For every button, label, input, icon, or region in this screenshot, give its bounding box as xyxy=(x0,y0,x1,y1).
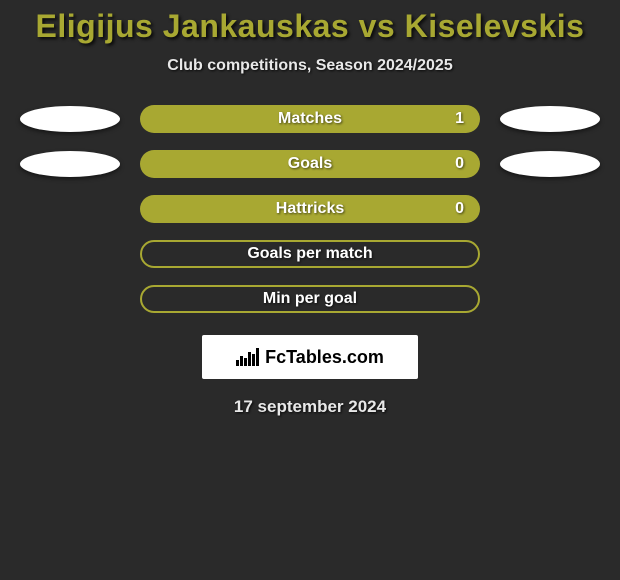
stat-value: 0 xyxy=(455,200,464,218)
stat-label: Hattricks xyxy=(276,200,344,218)
logo: FcTables.com xyxy=(236,347,384,368)
stat-row: Goals per match xyxy=(0,240,620,268)
comparison-subtitle: Club competitions, Season 2024/2025 xyxy=(0,57,620,75)
stat-label: Goals per match xyxy=(247,245,372,263)
stats-list: Matches 1 Goals 0 Hattricks 0 Goals per match M… xyxy=(0,105,620,313)
stat-row: Min per goal xyxy=(0,285,620,313)
comparison-infographic: Eligijus Jankauskas vs Kiselevskis Club … xyxy=(0,0,620,417)
date-text: 17 september 2024 xyxy=(0,397,620,417)
stat-bar: Hattricks 0 xyxy=(140,195,480,223)
player1-marker xyxy=(20,106,120,132)
stat-row: Goals 0 xyxy=(0,150,620,178)
stat-bar: Matches 1 xyxy=(140,105,480,133)
stat-label: Goals xyxy=(288,155,332,173)
stat-bar: Goals per match xyxy=(140,240,480,268)
stat-bar: Goals 0 xyxy=(140,150,480,178)
stat-bar: Min per goal xyxy=(140,285,480,313)
stat-row: Matches 1 xyxy=(0,105,620,133)
stat-row: Hattricks 0 xyxy=(0,195,620,223)
player1-marker xyxy=(20,151,120,177)
logo-text: FcTables.com xyxy=(265,347,384,368)
stat-value: 1 xyxy=(455,110,464,128)
logo-chart-icon xyxy=(236,348,259,366)
player2-marker xyxy=(500,151,600,177)
stat-value: 0 xyxy=(455,155,464,173)
player2-marker xyxy=(500,106,600,132)
comparison-title: Eligijus Jankauskas vs Kiselevskis xyxy=(0,8,620,45)
stat-label: Min per goal xyxy=(263,290,357,308)
stat-label: Matches xyxy=(278,110,342,128)
logo-box: FcTables.com xyxy=(202,335,418,379)
